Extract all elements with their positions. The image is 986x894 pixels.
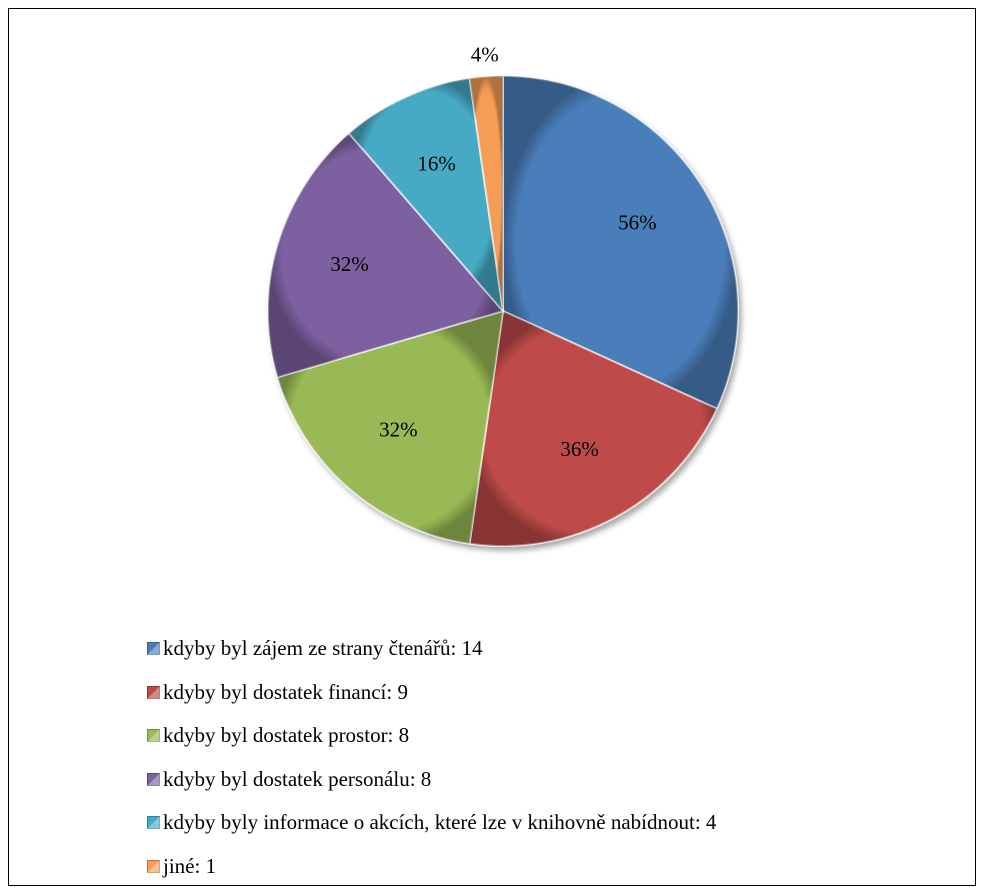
legend-item-2: kdyby byl dostatek prostor: 8	[147, 714, 716, 758]
legend-label-3: kdyby byl dostatek personálu: 8	[163, 766, 432, 791]
legend-item-4: kdyby byly informace o akcích, které lze…	[147, 801, 716, 845]
legend-swatch-4	[147, 816, 160, 830]
legend-label-5: jiné: 1	[163, 853, 217, 878]
legend-label-1: kdyby byl dostatek financí: 9	[163, 679, 408, 704]
legend-item-5: jiné: 1	[147, 845, 716, 889]
legend-item-1: kdyby byl dostatek financí: 9	[147, 671, 716, 715]
pie-chart: 56% 36% 32% 32% 16% 4%	[267, 42, 739, 547]
pie-slice-label-2: 32%	[379, 418, 418, 442]
pie-slice-shade-5	[469, 76, 503, 311]
legend-swatch-2	[147, 729, 160, 743]
pie-slice-shade-1	[469, 311, 717, 546]
pie-slice-shade-2	[277, 311, 503, 544]
pie-slice-shade-3	[268, 133, 503, 378]
legend-swatch-5	[147, 859, 160, 873]
legend-item-3: kdyby byl dostatek personálu: 8	[147, 758, 716, 802]
pie-slice-label-0: 56%	[618, 210, 657, 234]
legend-swatch-3	[147, 772, 160, 786]
pie-slice-shade-0	[503, 76, 738, 409]
legend-swatch-1	[147, 685, 160, 699]
pie-slice-label-5: 4%	[471, 42, 499, 66]
legend-label-4: kdyby byly informace o akcích, které lze…	[163, 810, 717, 835]
pie-slice-label-3: 32%	[330, 252, 369, 276]
pie-slice-label-1: 36%	[560, 437, 599, 461]
pie-slice-shade-4	[349, 78, 503, 311]
legend: kdyby byl zájem ze strany čtenářů: 14 kdy…	[147, 627, 716, 888]
legend-label-0: kdyby byl zájem ze strany čtenářů: 14	[163, 636, 483, 661]
legend-label-2: kdyby byl dostatek prostor: 8	[163, 723, 410, 748]
legend-item-0: kdyby byl zájem ze strany čtenářů: 14	[147, 627, 716, 671]
legend-swatch-0	[147, 642, 160, 656]
chart-frame: 56% 36% 32% 32% 16% 4% kdyby byl zájem ze str…	[8, 8, 976, 886]
pie-slice-label-4: 16%	[417, 151, 456, 175]
